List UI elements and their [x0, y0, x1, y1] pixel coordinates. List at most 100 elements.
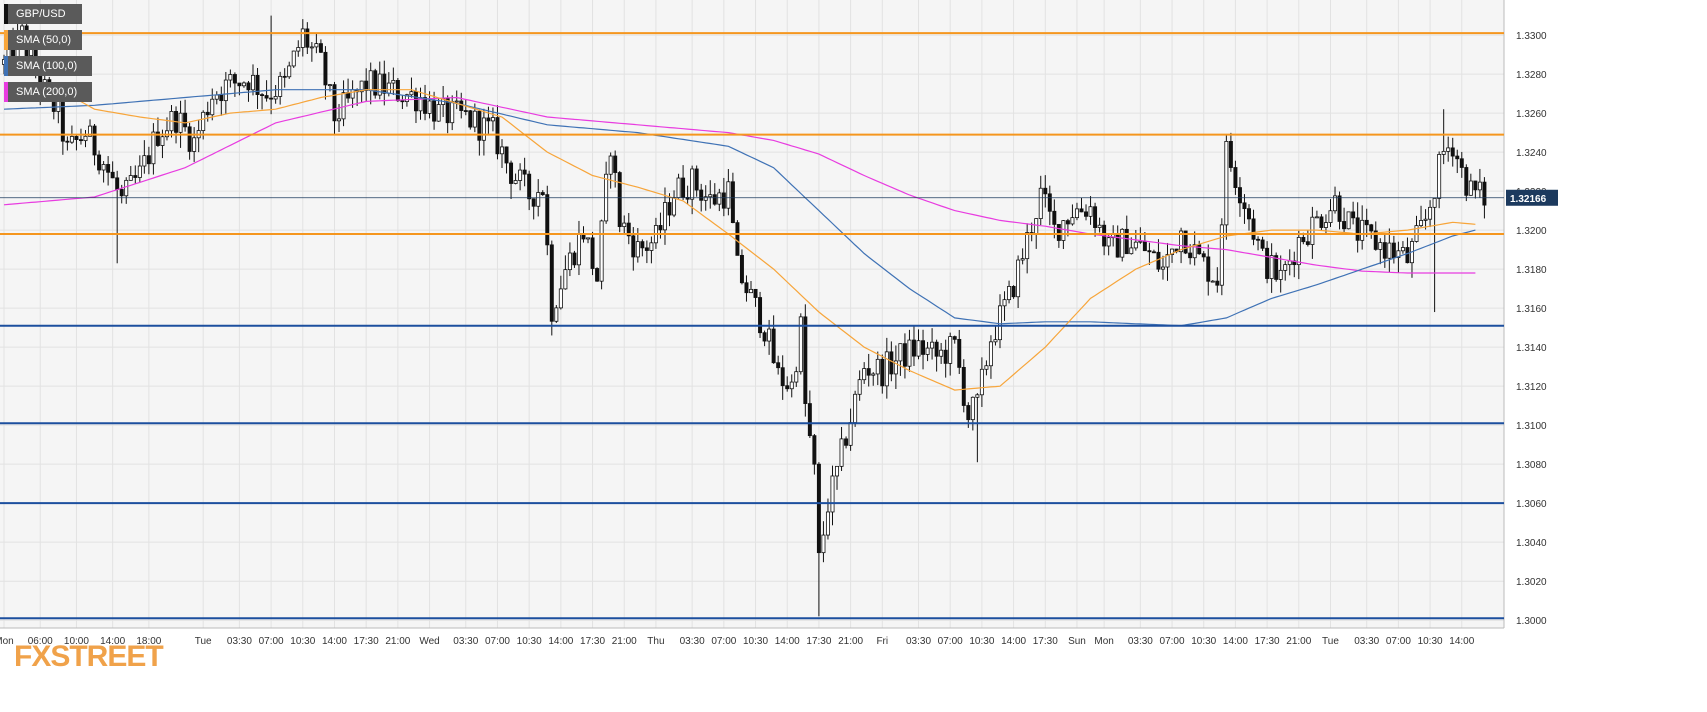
- candle-body: [264, 95, 269, 99]
- candle-body: [124, 179, 129, 197]
- candle-body: [1428, 206, 1433, 220]
- x-tick-label: 17:30: [1255, 636, 1280, 647]
- candle-body: [522, 169, 527, 175]
- candle-body: [631, 235, 636, 258]
- candle-body: [337, 118, 342, 122]
- candle-body: [1047, 193, 1052, 212]
- candle-body: [1242, 202, 1247, 210]
- candle-body: [246, 82, 251, 91]
- candle-body: [884, 351, 889, 387]
- candle-body: [857, 379, 862, 395]
- candle-body: [726, 181, 731, 209]
- candle-body: [364, 80, 369, 91]
- candle-body: [386, 82, 391, 94]
- candle-body: [413, 91, 418, 112]
- candle-body: [776, 362, 781, 369]
- candle-body: [495, 117, 500, 155]
- legend-symbol-swatch: [4, 4, 8, 24]
- candle-body: [327, 84, 332, 87]
- candle-body: [979, 368, 984, 396]
- candle-body: [694, 168, 699, 191]
- candle-body: [1256, 238, 1261, 241]
- candle-body: [1106, 237, 1111, 247]
- candle-body: [835, 465, 840, 477]
- candle-body: [1323, 222, 1328, 228]
- candle-body: [658, 225, 663, 231]
- candle-body: [794, 371, 799, 383]
- candle-body: [531, 198, 536, 207]
- candle-body: [97, 154, 102, 171]
- legend-sma100-swatch: [4, 56, 8, 76]
- candle-body: [613, 155, 618, 173]
- candle-body: [1007, 286, 1012, 301]
- candle-body: [1237, 187, 1242, 204]
- candle-body: [1138, 240, 1143, 243]
- candle-body: [1025, 232, 1030, 260]
- candle-body: [1206, 256, 1211, 282]
- candle-body: [889, 351, 894, 375]
- candle-body: [1129, 247, 1134, 255]
- x-tick-label: 10:30: [969, 636, 994, 647]
- candle-body: [1201, 253, 1206, 258]
- legend-symbol-label: GBP/USD: [16, 8, 66, 20]
- candle-body: [137, 165, 142, 178]
- candle-body: [255, 74, 260, 95]
- candle-body: [681, 177, 686, 198]
- candle-body: [622, 222, 627, 228]
- candle-body: [1061, 220, 1066, 241]
- legend-symbol[interactable]: GBP/USD: [4, 4, 82, 24]
- candle-body: [844, 438, 849, 446]
- candle-body: [1260, 239, 1265, 249]
- legend-sma200[interactable]: SMA (200,0): [4, 82, 92, 102]
- candle-body: [65, 140, 70, 143]
- candle-body: [1124, 228, 1129, 255]
- candle-body: [758, 297, 763, 334]
- candle-body: [599, 220, 604, 282]
- candle-body: [278, 75, 283, 97]
- x-tick-label: 14:00: [100, 636, 125, 647]
- candle-body: [1269, 255, 1274, 279]
- candle-body: [400, 100, 405, 103]
- candle-body: [69, 136, 74, 143]
- candle-body: [880, 358, 885, 387]
- candle-body: [1251, 218, 1256, 240]
- candle-body: [586, 237, 591, 240]
- x-tick-label: 07:00: [485, 636, 510, 647]
- candle-body: [1296, 237, 1301, 266]
- legend-sma200-swatch: [4, 82, 8, 102]
- candle-body: [237, 82, 242, 87]
- candle-body: [323, 51, 328, 86]
- candle-body: [1450, 147, 1455, 157]
- candle-body: [1097, 224, 1102, 228]
- candle-body: [807, 403, 812, 437]
- legend-sma100[interactable]: SMA (100,0): [4, 56, 92, 76]
- candle-body: [1468, 180, 1473, 196]
- candle-body: [961, 367, 966, 406]
- candle-body: [572, 252, 577, 266]
- candle-body: [866, 368, 871, 376]
- candle-body: [1133, 241, 1138, 249]
- x-tick-label: 21:00: [1286, 636, 1311, 647]
- candle-body: [192, 137, 197, 152]
- candle-body: [957, 338, 962, 368]
- candle-body: [1328, 210, 1333, 223]
- candle-body: [871, 373, 876, 376]
- candle-body: [436, 104, 441, 122]
- x-tick-label: 03:30: [227, 636, 252, 647]
- x-tick-label: 10:30: [290, 636, 315, 647]
- y-tick-label: 1.3280: [1516, 70, 1547, 81]
- x-tick-label: Fri: [876, 636, 888, 647]
- candle-body: [395, 79, 400, 102]
- candle-body: [490, 117, 495, 122]
- candle-body: [223, 79, 228, 102]
- candle-body: [1120, 228, 1125, 258]
- candle-body: [830, 475, 835, 513]
- candle-body: [717, 192, 722, 205]
- x-tick-label: 18:00: [136, 636, 161, 647]
- candle-body: [549, 244, 554, 322]
- y-tick-label: 1.3060: [1516, 499, 1547, 510]
- candle-body: [875, 358, 880, 375]
- legend-sma50[interactable]: SMA (50,0): [4, 30, 82, 50]
- candle-body: [1197, 244, 1202, 255]
